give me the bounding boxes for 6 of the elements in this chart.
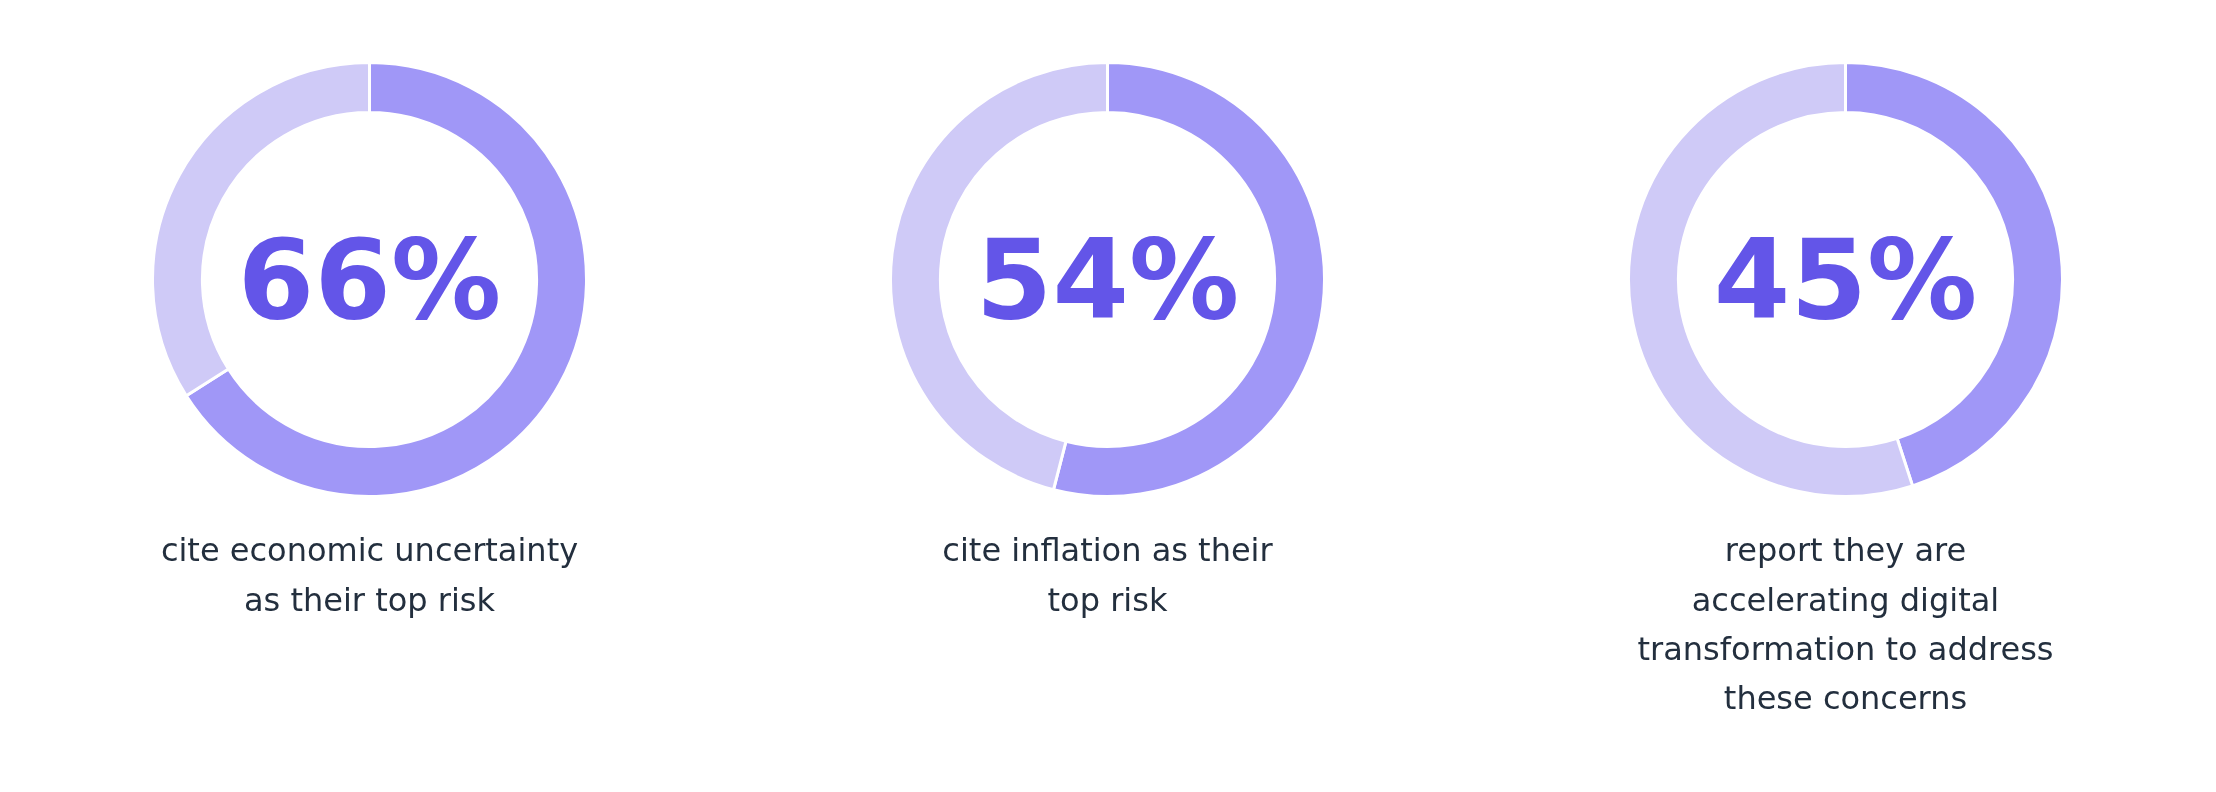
text: 54% [975, 215, 1240, 344]
text: report they are accelerating digital transformation to address these concerns [1637, 531, 2054, 718]
text: 66% [237, 215, 502, 344]
text: 45% [1713, 215, 1978, 344]
text: cite economic uncertainty as their top risk [160, 531, 579, 619]
text: cite inflation as their top risk [942, 531, 1274, 619]
